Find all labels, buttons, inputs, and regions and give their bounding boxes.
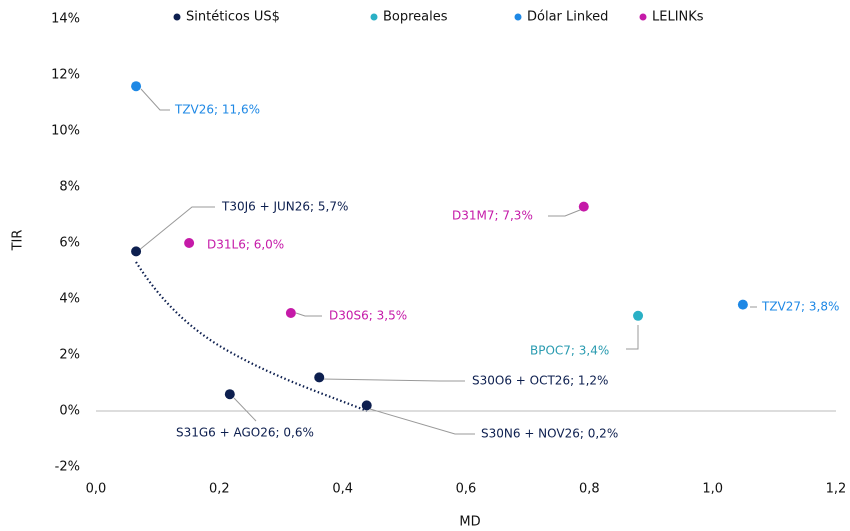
leader-line	[321, 378, 465, 382]
data-label: TZV26; 11,6%	[174, 103, 260, 117]
data-label: S30N6 + NOV26; 0,2%	[481, 427, 618, 441]
point	[285, 308, 296, 318]
point	[737, 299, 748, 310]
leader-line	[548, 209, 581, 217]
y-tick-label: 14%	[51, 12, 80, 27]
leader-line	[233, 397, 257, 422]
legend-label: Bopreales	[383, 10, 448, 25]
trendline	[135, 261, 368, 413]
y-tick-label: 10%	[51, 124, 80, 139]
x-tick-label: 0,8	[579, 482, 600, 497]
y-tick-label: 6%	[59, 236, 80, 251]
data-label: BPOC7; 3,4%	[530, 344, 609, 358]
y-axis-title: TIR	[11, 230, 26, 252]
legend-marker	[514, 13, 522, 21]
legend-label: LELINKs	[652, 10, 704, 25]
leader-line	[369, 408, 475, 435]
data-label: T30J6 + JUN26; 5,7%	[221, 200, 348, 214]
point	[314, 372, 325, 383]
leader-line	[140, 88, 170, 111]
point	[578, 201, 589, 212]
x-tick-label: 1,0	[702, 482, 723, 497]
y-tick-label: 4%	[59, 292, 80, 307]
data-label: S30O6 + OCT26; 1,2%	[472, 374, 608, 388]
point	[131, 246, 142, 257]
point	[131, 81, 142, 92]
y-tick-label: 2%	[59, 348, 80, 363]
point	[224, 389, 235, 400]
legend-marker	[639, 13, 647, 21]
point	[184, 238, 195, 248]
data-label: D30S6; 3,5%	[329, 309, 407, 323]
point	[361, 400, 372, 411]
y-tick-label: 0%	[59, 404, 80, 419]
leader-line	[295, 312, 322, 317]
x-tick-label: 0,6	[456, 482, 477, 497]
point	[633, 310, 644, 321]
leader-line	[137, 206, 215, 252]
x-axis-title: MD	[459, 515, 480, 530]
leader-line	[626, 325, 639, 350]
legend-label: Sintéticos US$	[186, 10, 280, 25]
x-tick-label: 0,0	[86, 482, 107, 497]
data-label: S31G6 + AGO26; 0,6%	[176, 426, 314, 440]
x-tick-label: 1,2	[826, 482, 847, 497]
data-label: D31M7; 7,3%	[452, 209, 533, 223]
data-label: D31L6; 6,0%	[207, 238, 284, 252]
y-tick-label: -2%	[55, 460, 80, 475]
legend-label: Dólar Linked	[527, 10, 608, 25]
legend-marker	[370, 13, 378, 21]
x-tick-label: 0,4	[332, 482, 353, 497]
x-tick-label: 0,2	[209, 482, 230, 497]
y-tick-label: 12%	[51, 68, 80, 83]
y-tick-label: 8%	[59, 180, 80, 195]
data-label: TZV27; 3,8%	[761, 300, 839, 314]
legend-marker	[173, 13, 181, 21]
